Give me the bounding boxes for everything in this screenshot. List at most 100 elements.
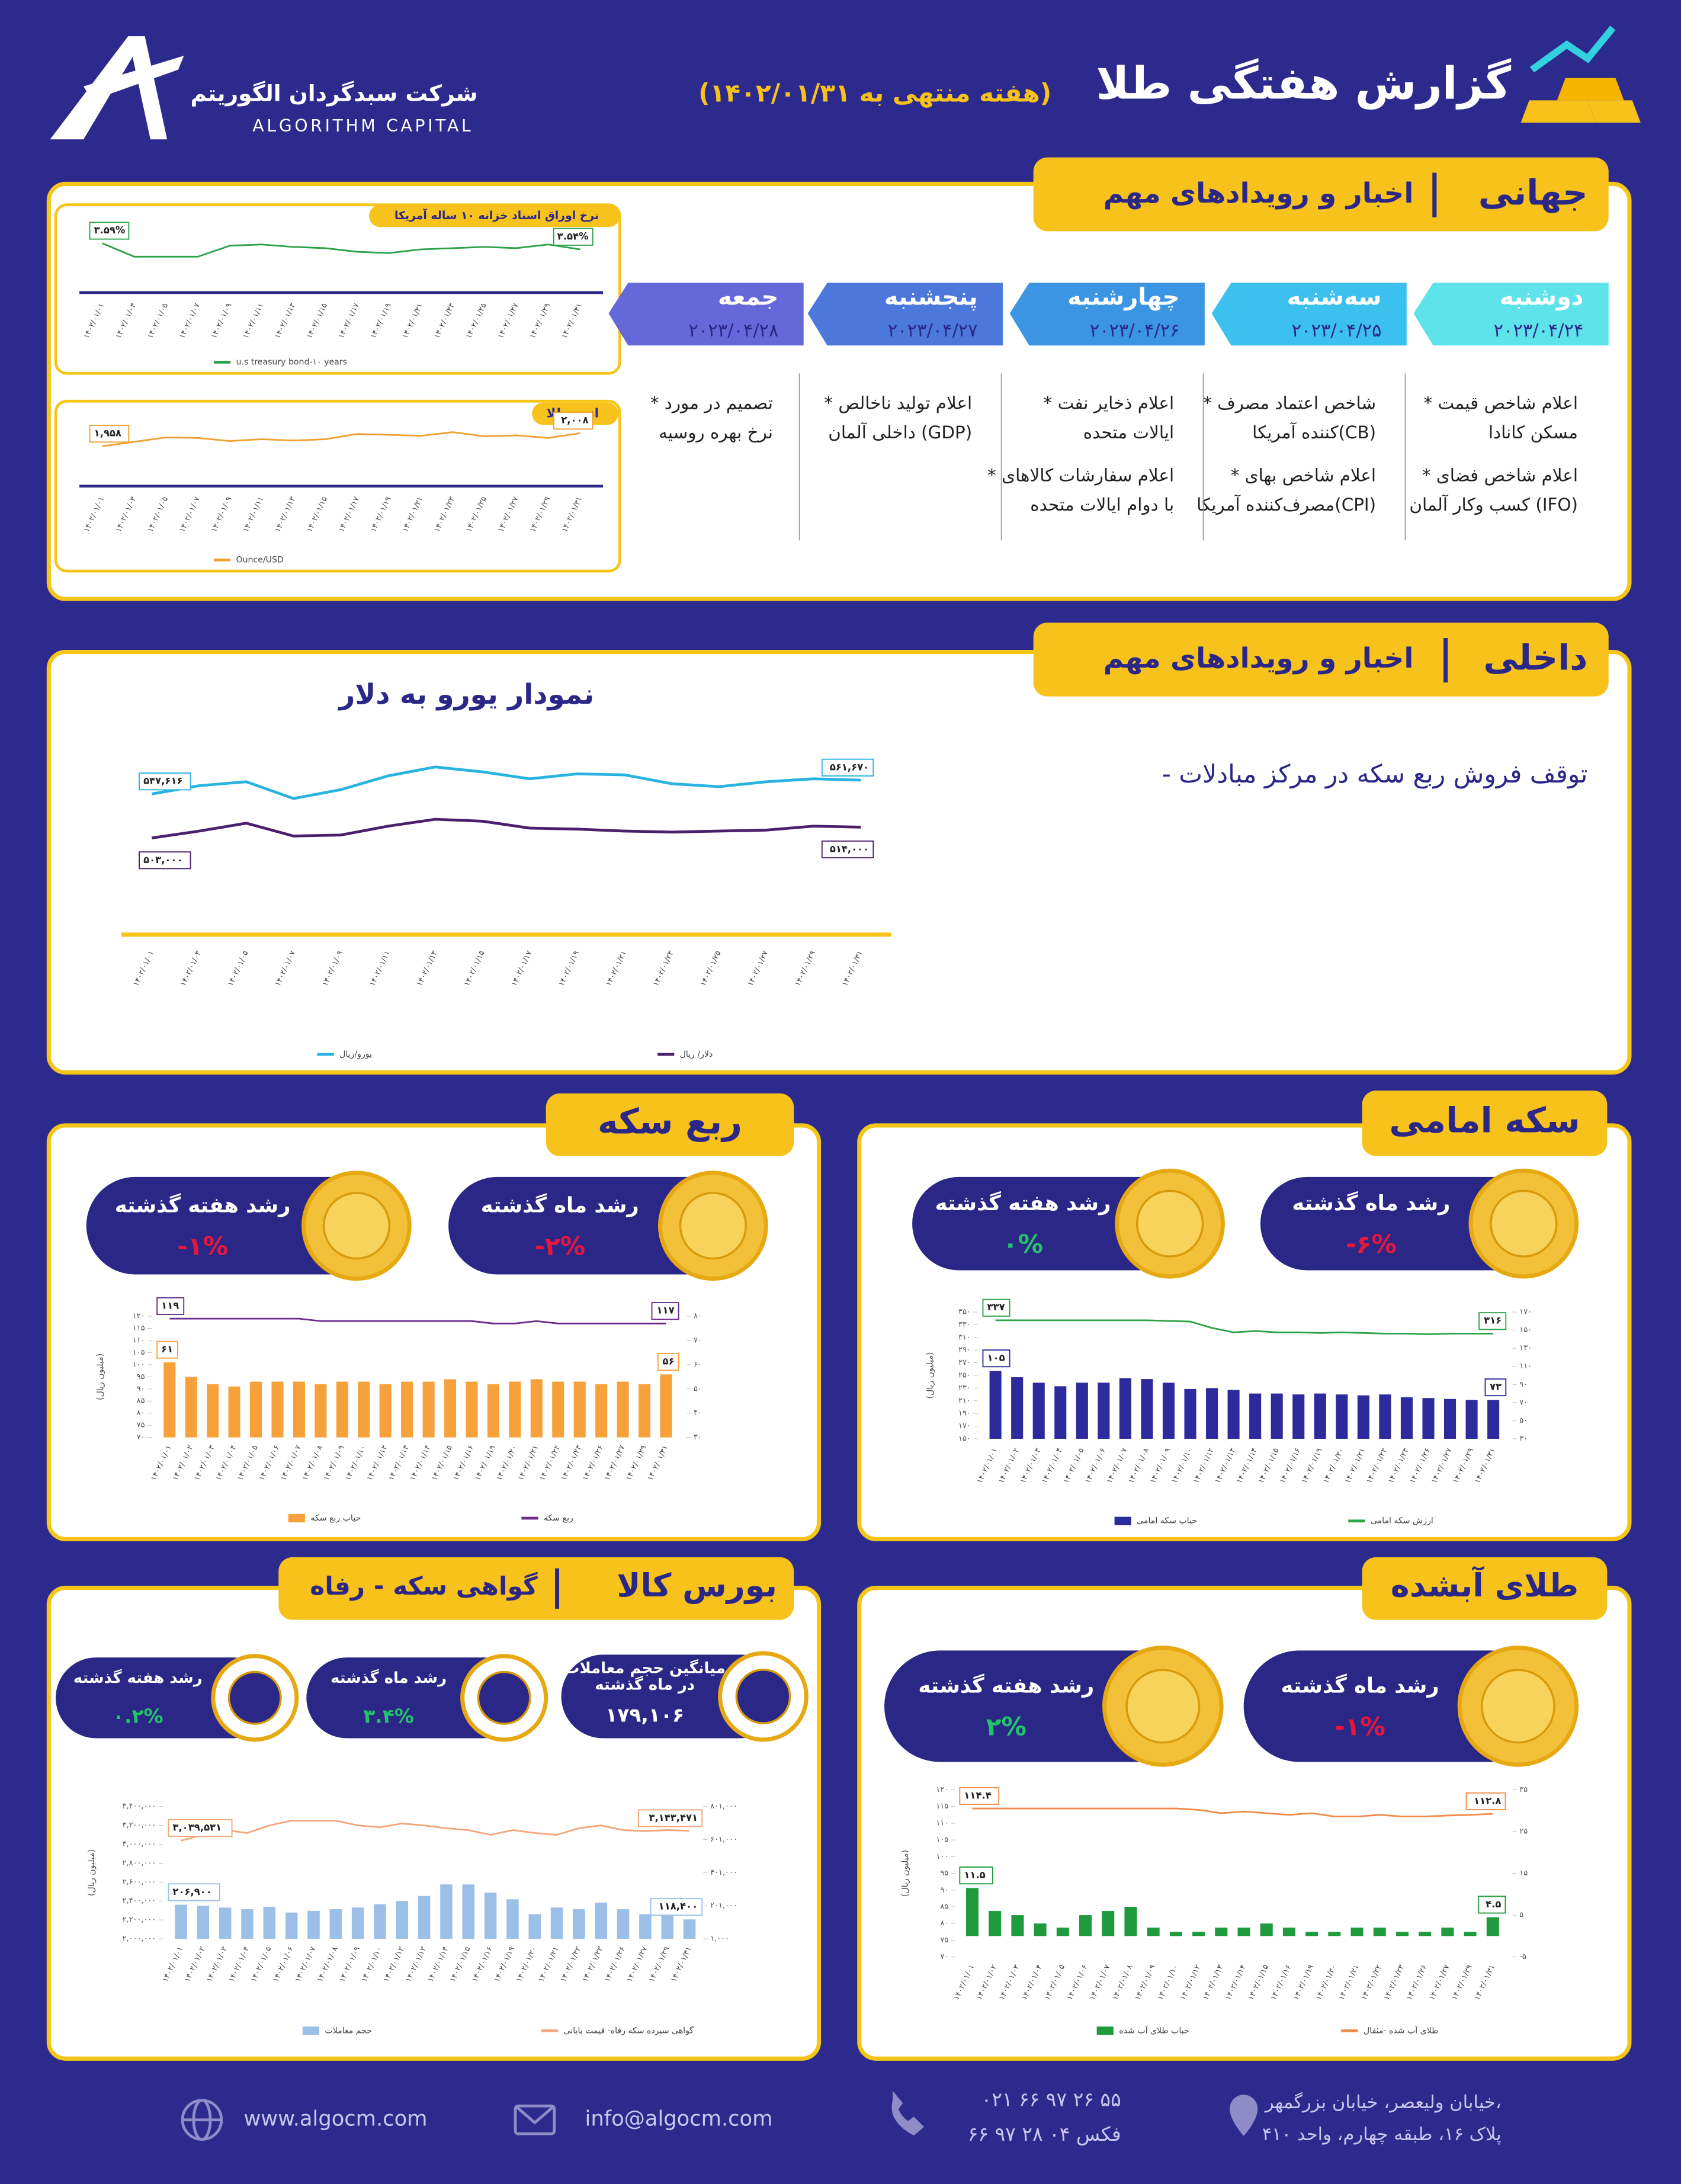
bar bbox=[1011, 1915, 1024, 1936]
value-label: ۱۱۲.۸ bbox=[1474, 1795, 1501, 1806]
bar bbox=[1249, 1393, 1262, 1439]
stat-value: -۲% bbox=[534, 1231, 585, 1261]
y-axis-label: (میلیون ریال) bbox=[95, 1354, 105, 1400]
y-tick-label: ۸۵ bbox=[137, 1397, 145, 1406]
bar bbox=[1305, 1932, 1319, 1936]
line bbox=[995, 1319, 1494, 1335]
y-tick-label: ۷۰ bbox=[940, 1952, 948, 1961]
stat-icon-inner bbox=[679, 1192, 748, 1260]
bar bbox=[250, 1381, 262, 1438]
bar bbox=[1237, 1928, 1250, 1936]
stat-label: رشد ماه گذشته bbox=[1281, 1673, 1439, 1698]
legend-label: حباب ربع سکه bbox=[310, 1513, 361, 1523]
value-label: ۴.۵ bbox=[1486, 1898, 1501, 1910]
bar bbox=[374, 1904, 386, 1939]
line bbox=[151, 817, 861, 840]
value-label-box bbox=[139, 772, 191, 791]
bar bbox=[1119, 1378, 1131, 1439]
bar bbox=[315, 1384, 327, 1438]
value-label: ۶۱ bbox=[161, 1343, 173, 1355]
y-tick-label: ۷۵ bbox=[940, 1936, 948, 1945]
line bbox=[972, 1807, 1493, 1818]
website[interactable]: www.algocm.com bbox=[243, 2107, 427, 2131]
y-tick-label: ۱۰۵ bbox=[936, 1836, 948, 1845]
y-tick-label: ۳۳۰ bbox=[958, 1320, 971, 1329]
y-tick-label: ۲,۲۰۰,۰۰۰ bbox=[123, 1916, 156, 1925]
stat-icon-inner bbox=[1480, 1669, 1555, 1744]
global-tab bbox=[1033, 157, 1609, 232]
day-date: ۲۰۲۳/۰۴/۲۵ bbox=[1292, 320, 1382, 341]
line bbox=[151, 765, 861, 800]
bar bbox=[1464, 1932, 1477, 1936]
value-label: ۵۴۷,۶۱۶ bbox=[143, 775, 182, 787]
legend-label: ربع سکه bbox=[544, 1513, 573, 1523]
bar bbox=[228, 1386, 240, 1438]
day-tab bbox=[1211, 283, 1407, 346]
bar bbox=[1056, 1928, 1069, 1936]
y-tick-label: ۱۱۰ bbox=[936, 1819, 948, 1827]
y-tick-label: ۳۵۰ bbox=[958, 1308, 971, 1317]
value-label: ۱۱۸,۴۰۰ bbox=[659, 1901, 698, 1912]
y-tick-label: ۷۰ bbox=[1519, 1398, 1528, 1407]
stat-value: -۶% bbox=[1346, 1230, 1397, 1259]
y-tick-label: ۱۲۰ bbox=[133, 1312, 145, 1321]
y-tick-label: ۱۱۵ bbox=[133, 1324, 145, 1333]
y-tick-label: -۵ bbox=[1519, 1952, 1526, 1961]
value-label-box bbox=[821, 758, 874, 777]
value-label-box bbox=[1484, 1378, 1507, 1397]
y-tick-label: ۲۱۰ bbox=[958, 1396, 971, 1405]
y-tick-label: ۲,۶۰۰,۰۰۰ bbox=[123, 1878, 156, 1887]
bar bbox=[1034, 1923, 1047, 1936]
stat-label: رشد هفته گذشته bbox=[115, 1192, 291, 1217]
domestic-panel bbox=[46, 649, 1632, 1075]
y-tick-label: ۸۰ bbox=[694, 1312, 702, 1321]
gold-bars-icon bbox=[1520, 25, 1641, 123]
event-text: نرخ بهره روسیه bbox=[659, 422, 773, 442]
bar bbox=[1206, 1388, 1218, 1439]
legend-swatch bbox=[317, 1053, 334, 1056]
bar bbox=[1373, 1928, 1386, 1936]
legend-label: حباب طلای آب شده bbox=[1119, 2025, 1189, 2035]
value-label-box bbox=[638, 1809, 703, 1827]
value-label-box bbox=[156, 1340, 178, 1359]
stat-label: رشد هفته گذشته bbox=[918, 1673, 1094, 1698]
bar bbox=[1282, 1928, 1295, 1936]
bar bbox=[358, 1381, 370, 1438]
value-label: ۷۳ bbox=[1490, 1381, 1502, 1393]
bar bbox=[1124, 1907, 1137, 1936]
value-label: ۳۱۶ bbox=[1484, 1315, 1502, 1326]
y-tick-label: ۱۷۰ bbox=[1519, 1308, 1532, 1317]
value-label-box bbox=[89, 425, 130, 443]
bar bbox=[1465, 1400, 1478, 1439]
y-tick-label: ۲۵۰ bbox=[958, 1371, 971, 1380]
stat-icon-inner bbox=[735, 1669, 791, 1724]
value-label: ۵۰۳,۰۰۰ bbox=[143, 854, 182, 865]
day-tab bbox=[1009, 283, 1205, 346]
bar bbox=[219, 1907, 232, 1939]
day-tab bbox=[807, 283, 1003, 346]
bar bbox=[484, 1893, 497, 1939]
email[interactable]: info@algocm.com bbox=[585, 2107, 773, 2131]
stat-icon-inner bbox=[227, 1670, 282, 1725]
y-tick-label: ۲۹۰ bbox=[958, 1346, 971, 1355]
bar bbox=[1314, 1393, 1326, 1439]
event-text: مسکن کانادا bbox=[1488, 422, 1578, 442]
bar bbox=[617, 1381, 629, 1438]
line bbox=[181, 1820, 690, 1842]
y-tick-label: ۱۰۵ bbox=[133, 1348, 145, 1357]
bar bbox=[1011, 1377, 1024, 1439]
bar bbox=[462, 1884, 475, 1939]
value-label-box bbox=[651, 1302, 679, 1320]
bar bbox=[1379, 1394, 1391, 1439]
y-tick-label: ۳۵ bbox=[1519, 1785, 1528, 1794]
bar bbox=[336, 1381, 348, 1438]
bar bbox=[329, 1909, 342, 1939]
chart-frame bbox=[54, 203, 621, 375]
bar bbox=[573, 1909, 585, 1939]
stat-value: -۱% bbox=[1334, 1712, 1385, 1742]
domestic-subtitle: اخبار و رویدادهای مهم bbox=[1103, 642, 1414, 675]
y-tick-label: ۷۰ bbox=[694, 1336, 702, 1345]
address: خیابان ولیعصر، خیابان بزرگمهر، bbox=[1264, 2092, 1502, 2113]
value-label: ۵۶۱,۶۷۰ bbox=[830, 761, 869, 772]
y-tick-label: ۹۰ bbox=[940, 1885, 948, 1894]
